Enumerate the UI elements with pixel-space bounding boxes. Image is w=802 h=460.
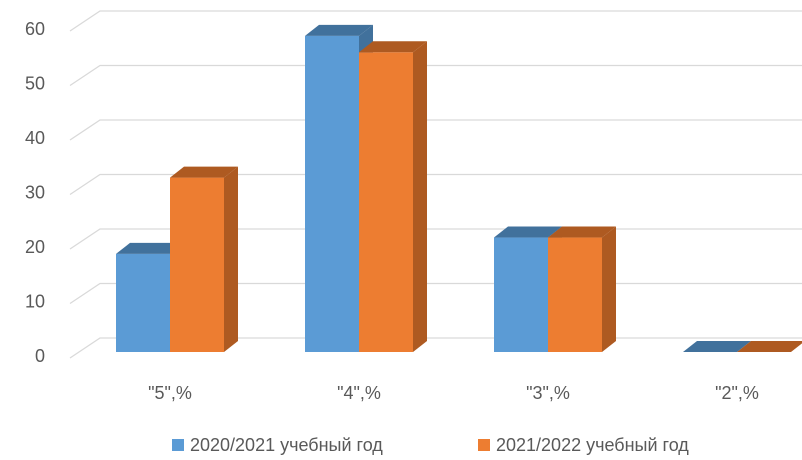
- bar-front: [170, 177, 224, 352]
- y-tick-label: 20: [25, 237, 45, 257]
- bar-front: [359, 52, 413, 352]
- bar-side: [413, 41, 427, 352]
- legend-label: 2021/2022 учебный год: [496, 435, 689, 455]
- bar-front: [494, 237, 548, 352]
- legend: 2020/2021 учебный год 2021/2022 учебный г…: [172, 435, 689, 455]
- y-tick-label: 40: [25, 128, 45, 148]
- bar-front: [116, 253, 170, 352]
- bar-top: [305, 24, 373, 36]
- bar: [170, 166, 238, 352]
- bar-front: [548, 237, 602, 352]
- x-axis-labels: "5",% "4",% "3",% "2",%: [148, 383, 759, 403]
- bar-side: [602, 226, 616, 352]
- bar-top: [116, 242, 184, 254]
- bar-top: [359, 41, 427, 53]
- x-category-label: "4",%: [337, 383, 381, 403]
- bar-top: [683, 341, 751, 352]
- y-tick-label: 30: [25, 183, 45, 203]
- bar-top: [737, 341, 802, 352]
- x-category-label: "3",%: [526, 383, 570, 403]
- legend-swatch: [172, 439, 184, 451]
- gridline: [69, 64, 802, 87]
- y-tick-label: 10: [25, 292, 45, 312]
- bar-side: [224, 166, 238, 352]
- x-category-label: "5",%: [148, 383, 192, 403]
- bar-top: [548, 226, 616, 238]
- bar: [683, 341, 751, 352]
- bar: [548, 226, 616, 352]
- bars: [116, 24, 802, 353]
- gridlines: [69, 10, 802, 359]
- gridline: [69, 10, 802, 32]
- y-tick-label: 50: [25, 74, 45, 94]
- bar: [737, 341, 802, 352]
- y-tick-label: 60: [25, 19, 45, 39]
- legend-label: 2020/2021 учебный год: [190, 435, 383, 455]
- y-tick-label: 0: [35, 346, 45, 366]
- legend-swatch: [478, 439, 490, 451]
- bar: [359, 41, 427, 352]
- bar-top: [170, 166, 238, 178]
- x-category-label: "2",%: [715, 383, 759, 403]
- bar-front: [305, 35, 359, 353]
- bar-top: [494, 226, 562, 238]
- y-axis-ticks: 0 10 20 30 40 50 60: [25, 19, 45, 366]
- gridline: [69, 119, 802, 141]
- gridline: [69, 173, 802, 196]
